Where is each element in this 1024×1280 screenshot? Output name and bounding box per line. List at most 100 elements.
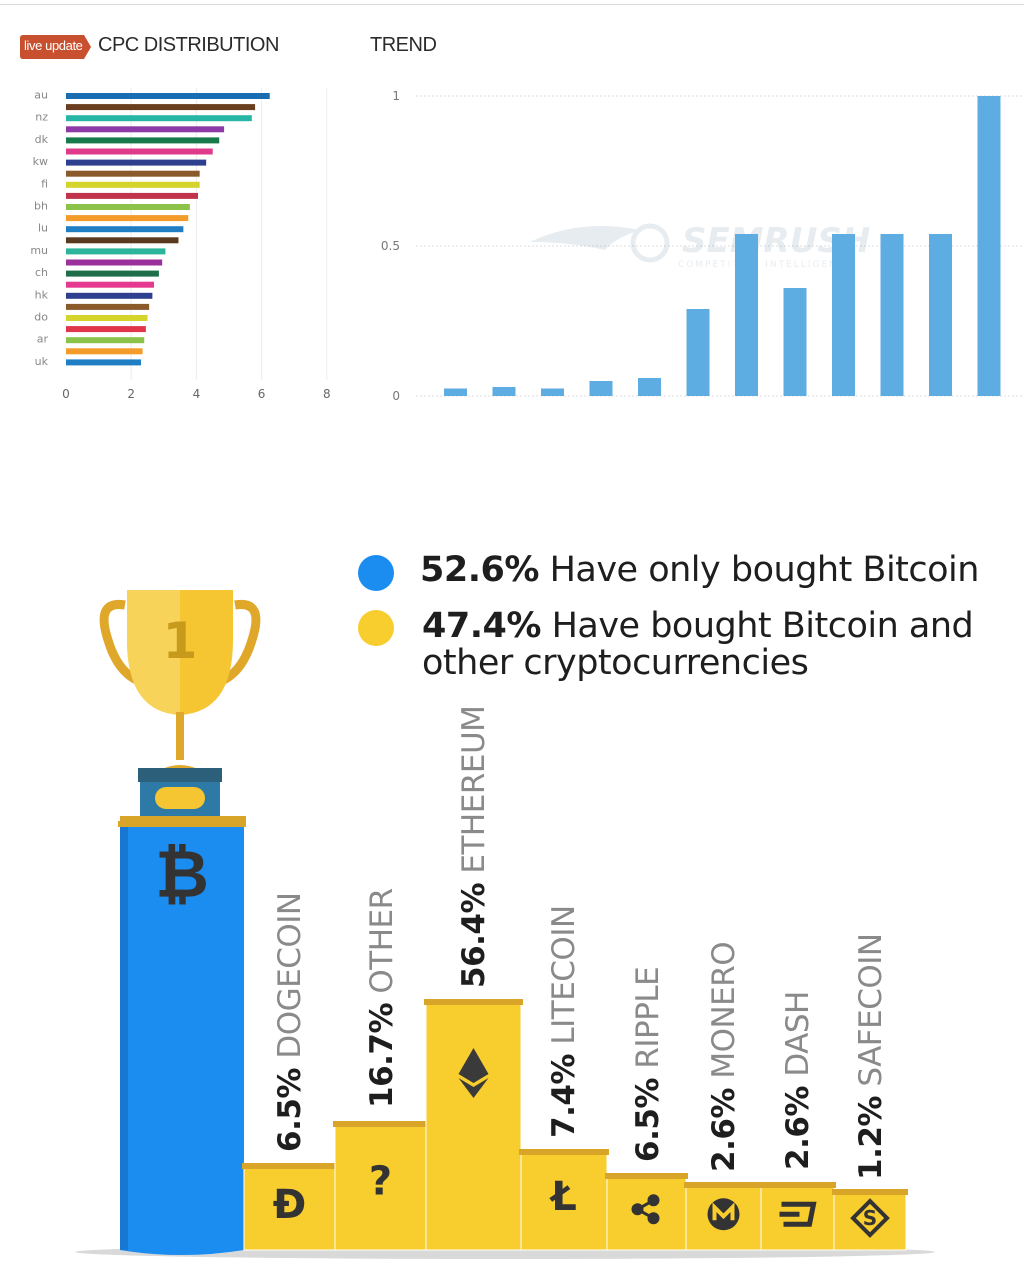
cpc-bar [66, 115, 252, 122]
legend-bitcoin-and-others: 47.4% Have bought Bitcoin and other cryp… [422, 606, 974, 683]
cpc-bar [66, 93, 270, 99]
trend-bar [541, 388, 564, 396]
watermark-ring [630, 223, 670, 263]
cpc-bar [66, 270, 159, 277]
podium-bitcoin [120, 824, 244, 1255]
cpc-y-tick: ch [35, 266, 48, 279]
cpc-bar [66, 159, 207, 166]
trend-bar [735, 234, 758, 396]
trophy-base-plate [120, 816, 246, 824]
podium-label-dogecoin: 6.5% DOGECOIN [272, 892, 308, 1152]
podium-label-pct: 7.4% [546, 1054, 582, 1138]
podium-label-dash: 2.6% DASH [780, 991, 816, 1170]
dogecoin-icon-glyph: Ð [273, 1182, 307, 1228]
trend-y-tick: 0 [392, 389, 400, 403]
legend-bitcoin-and-others-text: Have bought Bitcoin and [551, 606, 974, 646]
safecoin-s: S [863, 1206, 877, 1230]
cpc-y-tick: mu [30, 244, 48, 257]
cpc-bar [66, 104, 256, 111]
trend-bar [444, 388, 467, 396]
legend-bitcoin-only-text: Have only bought Bitcoin [549, 550, 980, 590]
podium-label-pct: 56.4% [456, 882, 492, 988]
podium-bitcoin-shade [120, 824, 128, 1250]
trend-bar [880, 234, 904, 396]
watermark-flame [530, 226, 640, 250]
cpc-x-tick: 0 [62, 387, 70, 401]
cpc-x-tick: 2 [127, 387, 135, 401]
cpc-bar [66, 204, 190, 210]
podium-label-name: DASH [780, 991, 816, 1087]
cpc-bar [66, 359, 141, 366]
cpc-y-tick: nz [35, 111, 48, 124]
monero-m [712, 1202, 735, 1221]
podium-label-name: ETHEREUM [456, 705, 492, 883]
question-icon-glyph: ? [369, 1159, 392, 1205]
podium-label-name: MONERO [706, 941, 742, 1089]
trend-bar [783, 288, 807, 396]
crypto-podium-chart: 1 ₿ Ð? Ł S [75, 590, 935, 1259]
cpc-bar [66, 337, 145, 344]
podium-label-other: 16.7% OTHER [364, 888, 400, 1108]
legend-bitcoin-and-others-text2: other cryptocurrencies [422, 643, 809, 683]
trend-bar [589, 381, 613, 396]
safecoin-icon: S [850, 1198, 890, 1238]
podium-label-pct: 1.2% [853, 1096, 889, 1180]
ethereum-icon [458, 1048, 489, 1098]
top-divider [0, 4, 1024, 5]
dogecoin-icon: Ð [273, 1182, 307, 1228]
cpc-y-tick: uk [35, 355, 49, 368]
cpc-y-tick: au [34, 89, 48, 102]
trophy-plaque [155, 787, 205, 809]
dash-icon [779, 1201, 817, 1227]
podium-cap [519, 1149, 609, 1155]
podium-label-name: DOGECOIN [272, 892, 308, 1069]
podium-cap [118, 821, 246, 827]
cpc-bar [66, 248, 166, 255]
safecoin-diamond [850, 1198, 890, 1238]
cpc-bar [66, 315, 148, 321]
trend-bar [929, 234, 952, 396]
cpc-x-tick: 4 [193, 387, 201, 401]
trend-y-tick: 0.5 [381, 239, 400, 253]
legend-dot-bitcoin-and-others [358, 610, 394, 646]
cpc-distribution-title: CPC DISTRIBUTION [98, 34, 279, 56]
cpc-y-tick: dk [35, 133, 49, 146]
cpc-y-tick: fi [41, 177, 48, 190]
cpc-bar [66, 348, 143, 355]
cpc-bar [66, 259, 163, 266]
cpc-bar [66, 303, 150, 310]
cpc-bar [66, 226, 184, 233]
podium-label-pct: 2.6% [780, 1086, 816, 1170]
trend-bar [492, 387, 516, 396]
podium-label-pct: 6.5% [272, 1068, 308, 1152]
cpc-bar [66, 192, 199, 199]
podium-litecoin [520, 1151, 608, 1251]
cpc-y-tick: do [34, 311, 48, 324]
trend-y-tick: 1 [392, 89, 400, 103]
podium-label-pct: 16.7% [364, 1002, 400, 1108]
podium-cap [684, 1182, 763, 1188]
podium-ethereum [425, 1001, 522, 1251]
cpc-bar [66, 237, 179, 244]
live-update-badge [20, 35, 91, 59]
cpc-bar [66, 215, 189, 222]
podium-label-monero: 2.6% MONERO [706, 942, 742, 1172]
legend-bitcoin-only-pct: 52.6% [420, 550, 539, 590]
podium-label-pct: 2.6% [706, 1088, 742, 1172]
trophy-cup-light [127, 590, 180, 715]
bitcoin-icon-glyph: ₿ [155, 836, 209, 913]
podium-cap [242, 1163, 337, 1169]
trophy-stem [176, 712, 184, 760]
podium-label-safecoin: 1.2% SAFECOIN [853, 933, 889, 1180]
podium-cap [759, 1182, 836, 1188]
podium-label-name: LITECOIN [546, 905, 582, 1055]
podium-label-name: RIPPLE [630, 966, 666, 1079]
podium-label-ethereum: 56.4% ETHEREUM [456, 706, 492, 988]
ethereum-bottom [458, 1078, 489, 1098]
trophy-base-top [138, 768, 222, 782]
ripple-dot [647, 1212, 660, 1225]
live-update-label: live update [24, 38, 83, 53]
dash-glyph [779, 1201, 817, 1227]
